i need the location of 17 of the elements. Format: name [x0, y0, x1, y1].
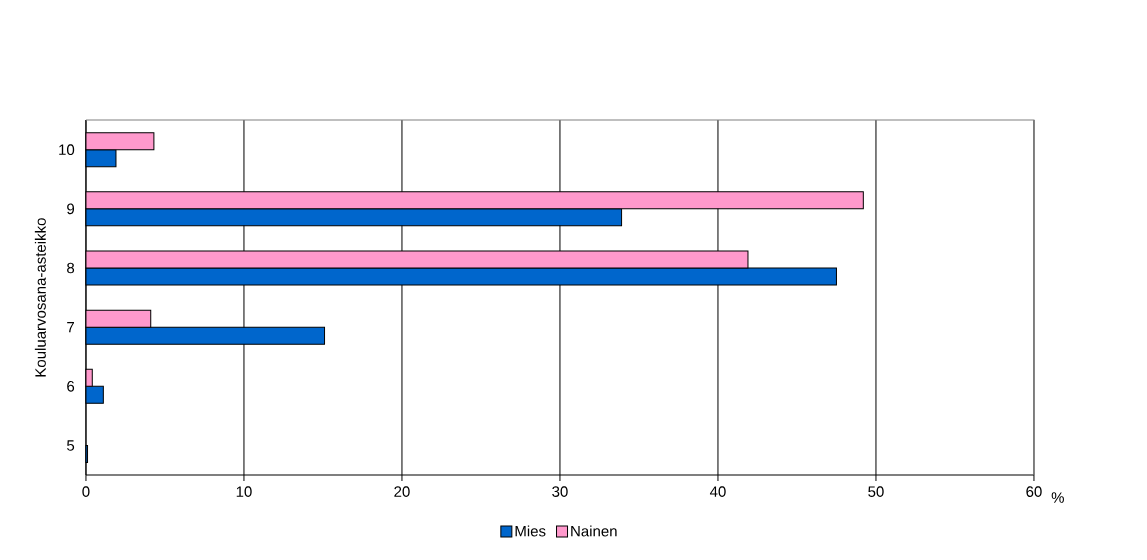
x-tick-label: 60 [1026, 486, 1042, 497]
x-tick-label: 20 [394, 486, 410, 497]
x-tick-label: 40 [709, 486, 726, 497]
x-tick-label: 50 [868, 486, 884, 497]
y-tick-label: 9 [67, 203, 75, 215]
legend-label: Nainen [571, 525, 617, 537]
x-tick-label: 10 [236, 486, 252, 497]
x-tick-label: 30 [552, 486, 568, 497]
y-axis-title: Kouluarvosana-asteikko [34, 218, 46, 377]
y-tick-label: 7 [67, 322, 74, 333]
x-tick-label: 0 [82, 486, 90, 497]
y-tick-label: 10 [59, 144, 75, 155]
y-tick-label: 5 [67, 440, 75, 451]
x-axis-title: % [1051, 492, 1064, 503]
y-tick-label: 8 [67, 262, 75, 274]
legend-label: Mies [515, 525, 546, 537]
y-tick-label: 6 [67, 381, 75, 392]
